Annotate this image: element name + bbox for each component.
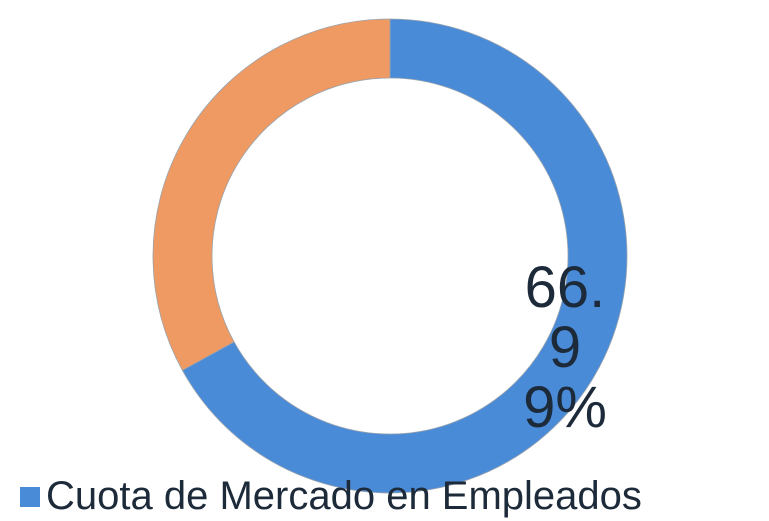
legend: Cuota de Mercado en Empleados: [20, 474, 642, 519]
legend-swatch: [20, 486, 40, 507]
donut-segment: [181, 18, 628, 494]
data-label: 66.99%: [523, 255, 607, 440]
donut-segment: [152, 18, 391, 371]
legend-label: Cuota de Mercado en Empleados: [46, 474, 642, 518]
